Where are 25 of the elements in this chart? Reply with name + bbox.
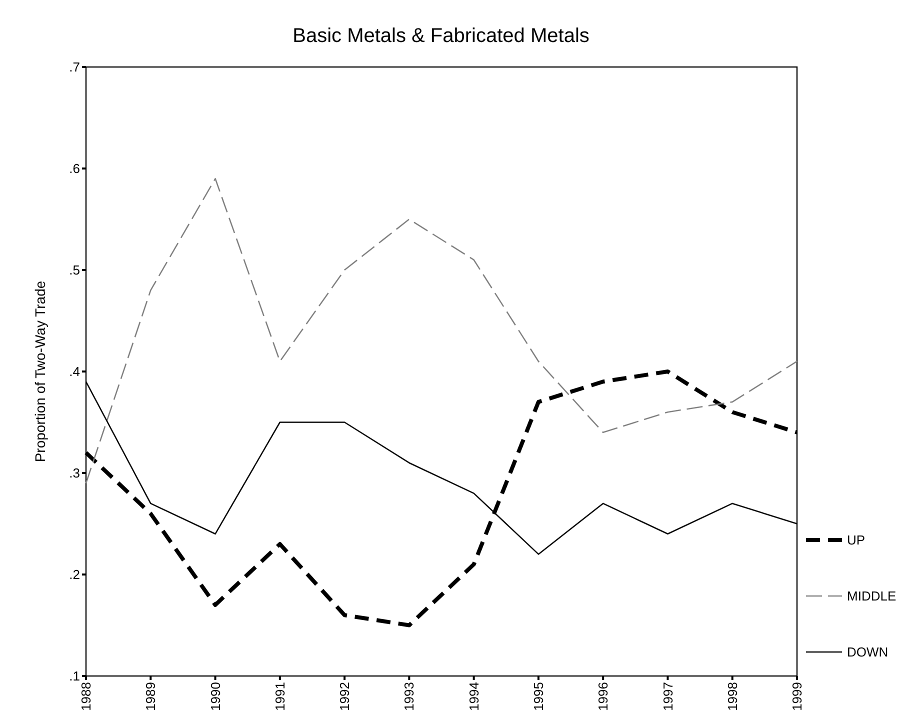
x-tick-label: 1999 [790,682,805,711]
legend-label: MIDDLE [847,588,896,604]
x-tick-label: 1997 [660,682,676,711]
line-series [85,178,798,484]
y-tick-label: .3 [69,466,80,481]
y-tick-label: .5 [69,262,80,278]
y-tick-label: .1 [69,668,80,684]
y-tick-label: .4 [69,364,80,380]
x-tick-label: 1995 [531,682,546,711]
x-tick-label: 1988 [78,682,94,711]
y-tick-label: .7 [69,60,80,75]
x-tick-label: 1994 [466,682,482,711]
legend-label: DOWN [847,644,888,660]
x-tick-label: 1998 [724,682,740,711]
y-tick-label: .2 [69,567,80,582]
x-tick-label: 1989 [143,682,158,711]
y-axis-title: Proportion of Two-Way Trade [32,280,48,462]
x-tick-label: 1993 [402,682,417,711]
x-tick-label: 1996 [596,682,611,711]
y-tick-label: .6 [69,161,80,176]
legend-label: UP [847,532,866,548]
x-tick-label: 1991 [272,682,288,711]
x-tick-label: 1992 [337,682,352,711]
chart-title: Basic Metals & Fabricated Metals [292,25,590,47]
x-tick-label: 1990 [208,682,223,711]
